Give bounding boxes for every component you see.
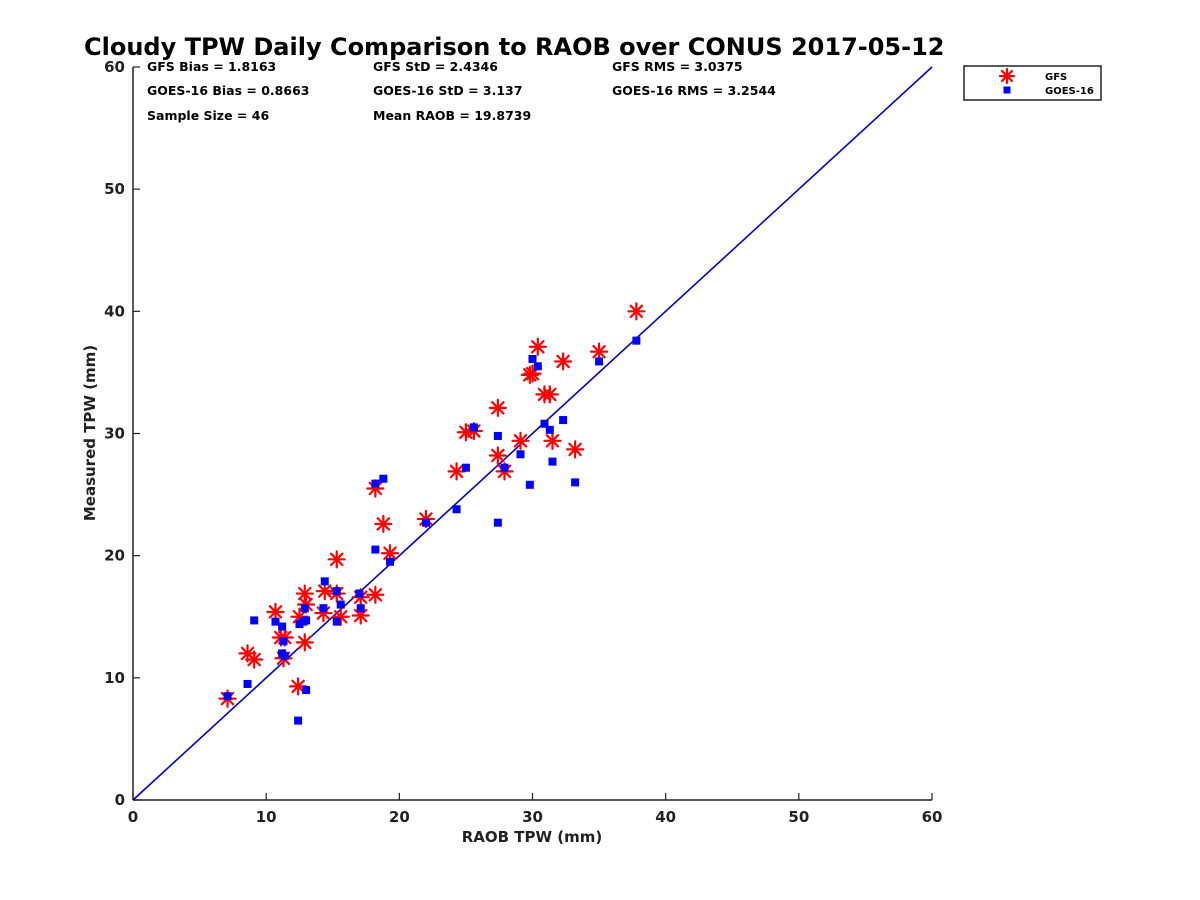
goes16-point <box>632 336 641 345</box>
goes16-point <box>386 557 395 566</box>
data-series-layer <box>218 302 646 725</box>
goes16-point <box>528 354 537 363</box>
goes16-point <box>356 604 365 613</box>
x-tick-label: 50 <box>788 808 809 826</box>
goes16-point <box>332 587 341 596</box>
goes16-point <box>332 617 341 626</box>
goes16-point <box>540 419 549 428</box>
legend-box <box>963 65 1102 101</box>
goes16-point <box>320 577 329 586</box>
goes16-point <box>493 431 502 440</box>
goes16-point <box>461 463 470 472</box>
gfs-point <box>540 385 559 404</box>
gfs-point <box>295 633 314 652</box>
gfs-point <box>543 431 562 450</box>
y-tick-label: 50 <box>104 180 125 198</box>
goes16-point <box>279 637 288 646</box>
gfs-point <box>374 514 393 534</box>
gfs-point <box>589 342 609 361</box>
stat-text: GFS RMS = 3.0375 <box>612 59 743 74</box>
goes16-point <box>379 474 388 483</box>
goes16-point <box>516 450 525 459</box>
goes16-point <box>243 679 252 688</box>
gfs-point <box>554 352 573 371</box>
gfs-point <box>511 431 530 450</box>
y-axis-ticks: 0 10 20 30 40 50 60 <box>104 58 140 809</box>
y-axis-label: Measured TPW (mm) <box>81 345 99 521</box>
x-tick-label: 20 <box>389 808 410 826</box>
goes16-point <box>250 616 259 625</box>
y-tick-label: 0 <box>115 791 125 809</box>
goes16-point <box>223 692 232 701</box>
goes16-point <box>294 716 303 725</box>
goes16-point <box>493 518 502 527</box>
y-tick-label: 20 <box>104 547 125 565</box>
legend-label: GOES-16 <box>1045 86 1094 97</box>
gfs-point <box>566 440 585 459</box>
goes16-point <box>469 423 478 432</box>
goes16-point <box>371 479 380 488</box>
stat-text: Mean RAOB = 19.8739 <box>373 108 531 123</box>
y-tick-label: 30 <box>104 425 125 443</box>
goes16-point <box>302 686 311 695</box>
stat-text: Sample Size = 46 <box>147 108 269 123</box>
statistics-block: GFS Bias = 1.8163 GFS StD = 2.4346 GFS RMS… <box>147 59 776 123</box>
legend-goes16-marker <box>1003 86 1011 94</box>
goes16-point <box>336 600 345 609</box>
gfs-point <box>488 446 507 465</box>
stat-text: GFS StD = 2.4346 <box>373 59 498 74</box>
gfs-point <box>528 337 547 356</box>
goes16-point <box>533 362 542 371</box>
goes16-point <box>302 616 311 625</box>
stat-text: GOES-16 StD = 3.137 <box>373 83 522 98</box>
x-tick-label: 60 <box>922 808 943 826</box>
goes16-point <box>280 651 289 660</box>
goes16-point <box>545 425 554 434</box>
y-tick-label: 10 <box>104 669 125 687</box>
goes16-point <box>559 416 568 425</box>
x-axis-label: RAOB TPW (mm) <box>462 828 603 846</box>
x-tick-label: 40 <box>655 808 676 826</box>
goes16-point <box>355 589 364 598</box>
gfs-point <box>315 581 334 601</box>
legend-items: GFS GOES-16 <box>998 67 1094 97</box>
goes16-point <box>319 604 328 613</box>
goes16-point <box>278 622 287 631</box>
x-tick-label: 10 <box>256 808 277 826</box>
gfs-point <box>456 423 476 442</box>
gfs-point <box>627 302 646 321</box>
series-gfs <box>218 302 646 708</box>
gfs-point <box>327 550 346 569</box>
x-tick-label: 30 <box>522 808 543 826</box>
series-goes-16 <box>223 336 641 725</box>
goes16-point <box>271 617 280 626</box>
goes16-point <box>421 518 430 527</box>
goes16-point <box>525 480 534 489</box>
goes16-point <box>548 457 557 466</box>
goes16-point <box>500 463 509 472</box>
gfs-point <box>245 650 264 669</box>
y-tick-label: 60 <box>104 58 125 76</box>
goes16-point <box>595 357 604 366</box>
stat-text: GOES-16 RMS = 3.2544 <box>612 83 776 98</box>
stat-text: GFS Bias = 1.8163 <box>147 59 276 74</box>
gfs-point <box>366 585 385 604</box>
chart-title: Cloudy TPW Daily Comparison to RAOB over… <box>84 33 944 61</box>
x-tick-label: 0 <box>128 808 138 826</box>
one-to-one-reference-line <box>132 66 933 801</box>
stat-text: GOES-16 Bias = 0.8663 <box>147 83 309 98</box>
goes16-point <box>452 505 461 514</box>
legend: GFS GOES-16 <box>963 65 1102 101</box>
legend-label: GFS <box>1045 72 1067 83</box>
gfs-point <box>295 584 314 603</box>
goes16-point <box>571 478 580 487</box>
legend-gfs-marker <box>998 67 1016 85</box>
x-axis-ticks: 0 10 20 30 40 50 60 <box>128 793 943 826</box>
gfs-point <box>266 602 285 621</box>
gfs-point <box>488 398 507 417</box>
y-tick-label: 40 <box>104 302 125 320</box>
goes16-point <box>371 545 380 554</box>
goes16-point <box>300 604 309 613</box>
